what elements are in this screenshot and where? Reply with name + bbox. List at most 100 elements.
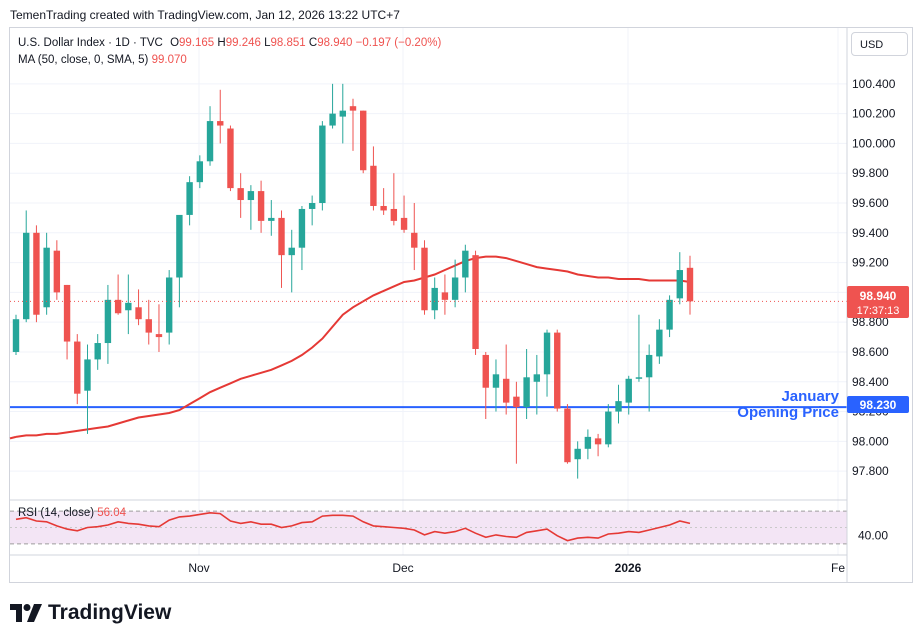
rsi-label[interactable]: RSI (14, close) [18,507,95,519]
candle-body [329,113,336,126]
candle-body [421,247,428,311]
candle [176,214,183,308]
ma-layer [9,255,691,440]
logo-text: TradingView [48,601,172,624]
ma-line-lead [9,435,17,440]
ohlc-row: U.S. Dollar Index · 1D · TVC O99.165 H99… [18,35,441,52]
price-tick: 100.400 [852,77,896,91]
price-tick: 98.600 [852,345,889,359]
candle-body [360,110,367,171]
candle [43,232,50,315]
time-tick: Nov [188,561,209,575]
candle-body [278,217,285,256]
price-tick: 99.600 [852,196,889,210]
high-label: H [217,37,226,49]
ma-line [15,255,691,438]
candle [584,429,592,460]
candle [370,146,377,211]
price-tick: 99.800 [852,166,889,180]
candle-body [12,319,20,352]
rsi-band [10,511,847,544]
candle-body [615,401,622,412]
high-value: 99.246 [225,37,261,49]
annotation-january: January [781,388,839,405]
candle-body [492,374,500,388]
ma-label[interactable]: MA (50, close, 0, SMA, 5) [18,54,149,66]
tradingview-logo-icon [10,604,42,622]
candle-body [298,208,306,248]
candle-body [125,302,132,311]
candle-body [502,378,510,403]
candle-body [390,208,398,221]
candle [33,225,40,323]
candle-body [237,188,244,201]
chart-legend: U.S. Dollar Index · 1D · TVC O99.165 H99… [18,35,441,69]
candle [492,359,500,412]
time-tick: Dec [392,561,413,575]
candle [472,250,479,355]
candle-body [23,232,30,320]
candle [104,284,112,364]
candle-body [462,250,469,278]
candle-body [186,182,193,215]
candle-body [380,205,387,211]
candle-body [288,247,295,256]
candle [502,344,510,415]
candle-body [104,299,112,344]
candle-body [63,284,71,342]
candle-body [53,250,61,293]
candle-body [451,277,459,300]
candle [615,384,622,424]
candle-body [666,299,673,330]
candle [380,188,387,215]
candle [74,334,81,405]
candle-body [43,247,50,308]
price-tick: 99.200 [852,256,889,270]
candle-body [114,299,122,314]
candle [666,295,673,338]
price-tick: 98.000 [852,434,889,448]
candle [360,110,367,174]
price-tick: 97.800 [852,464,889,478]
candle [554,329,561,412]
currency-button[interactable]: USD [851,32,908,56]
price-tick: 98.800 [852,315,889,329]
tradingview-logo[interactable]: TradingView [10,600,171,626]
candle [533,354,541,415]
annotation-opening-price: Opening Price [737,404,839,421]
time-tick: 2026 [615,561,642,575]
candle-body [84,359,91,391]
candle [431,277,438,320]
price-tick: 100.200 [852,107,896,121]
candle [686,255,694,315]
candle [23,210,30,323]
candle [411,203,418,271]
candle [94,334,101,370]
candle-body [268,217,275,221]
candle-body [74,341,81,394]
candle [268,200,275,236]
candle-body [686,267,694,302]
candles [12,83,694,479]
price-tick: 99.400 [852,226,889,240]
price-tags: 98.940 17:37:13 98.230 [847,286,909,413]
candle [543,329,551,397]
candle [594,433,602,457]
candle-body [656,329,663,357]
candle-body [165,277,173,333]
candle [125,274,132,335]
candle-body [605,411,612,445]
candle-body [206,121,214,162]
candle [155,304,163,352]
price-tick: 98.400 [852,375,889,389]
candle-body [533,374,541,382]
candle [421,240,428,315]
chart-frame [9,27,913,583]
candle [390,173,398,226]
candle [451,259,459,308]
symbol-label[interactable]: U.S. Dollar Index · 1D · TVC [18,37,163,49]
rsi-pane: 40.00 [10,499,888,545]
candle [288,229,295,293]
candle [625,375,632,415]
